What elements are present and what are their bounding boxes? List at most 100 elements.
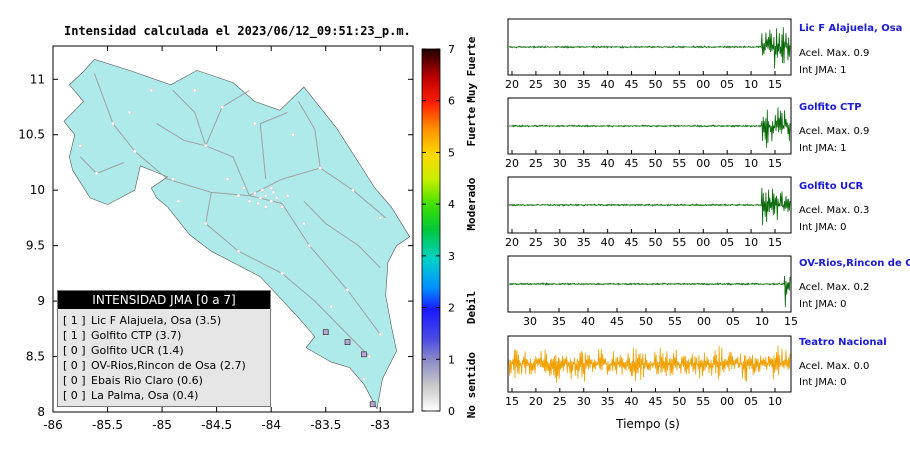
legend-title: INTENSIDAD JMA [0 a 7] [58,291,270,309]
station-marker [274,196,279,200]
colorbar-category-label: Debil [465,291,478,324]
waveform-tick-label: 40 [601,157,615,170]
legend-rank: [ 0 ] [63,344,86,357]
legend-rank: [ 1 ] [63,314,86,327]
station-marker [252,191,257,196]
station-marker [203,143,208,148]
waveform-panel [507,176,792,234]
waveform-tick-label: 25 [529,157,543,170]
legend-item: [ 0 ] La Palma, Osa (0.4) [63,388,270,403]
intensity-station-marker [322,329,329,335]
colorbar-tick-label: 7 [448,43,455,56]
station-name[interactable]: Lic F Alajuela, Osa [799,23,903,34]
station-name[interactable]: OV-Rios,Rincon de Osa [799,258,910,269]
station-marker [132,149,137,154]
waveform-trace [508,187,791,226]
waveform-tick-label: 05 [720,236,734,249]
station-marker [247,199,252,204]
station-marker [111,121,115,126]
station-int: Int JMA: 1 [799,65,847,76]
legend-label: OV-Rios,Rincon de Osa (2.7) [91,359,246,372]
road [172,90,207,146]
colorbar-tick-label: 5 [448,146,455,159]
waveform-tick-label: 40 [625,395,639,408]
station-marker [280,204,284,209]
station-marker [307,243,312,248]
station-marker [176,199,181,204]
waveform-tick-label: 00 [720,395,734,408]
station-marker [78,143,83,148]
waveform-tick-label: 30 [553,157,567,170]
station-marker [302,221,306,226]
waveform-tick-label: 55 [668,315,682,328]
waveform-panel [507,18,792,76]
waveform-tick-label: 30 [553,78,567,91]
waveform-tick-label: 15 [784,315,798,328]
waveform-tick-label: 05 [744,395,758,408]
waveform-tick-label: 25 [529,236,543,249]
station-marker [318,166,323,170]
station-acel: Acel. Max. 0.9 [799,126,870,137]
x-tick-label: -83 [370,418,390,432]
costa-rica-landmass [63,58,411,410]
waveform-panel [507,255,792,313]
waveform-tick-label: 00 [696,157,710,170]
waveform-xlabel: Tiempo (s) [615,417,680,431]
waveform-tick-label: 55 [672,236,686,249]
waveform-tick-label: 10 [744,78,758,91]
station-marker [225,177,230,181]
station-name[interactable]: Teatro Nacional [799,337,887,348]
waveform-tick-label: 10 [755,315,769,328]
waveform-tick-label: 55 [696,395,710,408]
waveform-tick-label: 25 [553,395,567,408]
colorbar-tick-label: 3 [448,250,455,263]
road [259,112,288,180]
waveform-tick-label: 20 [505,157,519,170]
station-marker [256,201,260,206]
colorbar-tick-label: 4 [448,198,455,211]
station-name[interactable]: Golfito CTP [799,102,862,113]
waveform-tick-label: 45 [625,78,639,91]
road [303,200,381,269]
y-tick-label: 8.5 [26,350,45,364]
colorbar-category-label: Muy Fuerte [465,36,478,103]
station-markers [78,88,383,408]
waveform-tick-label: 45 [625,157,639,170]
waveform-tick-label: 35 [552,315,566,328]
waveform-trace [508,27,791,69]
waveform-tick-label: 45 [625,236,639,249]
legend-rank: [ 0 ] [63,389,86,402]
waveform-tick-label: 30 [577,395,591,408]
y-tick-label: 9.5 [26,239,45,253]
legend-item: [ 1 ] Lic F Alajuela, Osa (3.5) [63,313,270,328]
waveform-tick-label: 05 [720,78,734,91]
waveform-tick-label: 15 [768,157,782,170]
y-tick-label: 8 [37,405,45,419]
station-marker [127,110,132,115]
waveform-tick-label: 35 [577,236,591,249]
colorbar-category-label: No sentido [465,352,478,419]
waveform-tick-label: 50 [639,315,653,328]
road [298,101,321,169]
x-tick-label: -85 [152,418,172,432]
waveform-tick-label: 00 [696,236,710,249]
road [94,73,381,335]
station-int: Int JMA: 0 [799,377,847,388]
station-marker [242,186,246,190]
station-marker [280,271,284,276]
station-name[interactable]: Golfito UCR [799,181,864,192]
station-marker [329,304,334,309]
intensity-station-marker [344,339,351,345]
waveform-tick-label: 45 [610,315,624,328]
station-int: Int JMA: 0 [799,299,847,310]
station-marker [367,354,372,359]
station-marker [362,376,366,381]
legend-rank: [ 0 ] [63,359,86,372]
waveform-tick-label: 40 [601,78,615,91]
waveform-trace [508,107,791,148]
x-tick-label: -86 [43,418,63,432]
waveform-tick-label: 20 [505,236,519,249]
station-marker [291,132,295,137]
station-marker [285,193,290,198]
legend-label: La Palma, Osa (0.4) [91,389,199,402]
